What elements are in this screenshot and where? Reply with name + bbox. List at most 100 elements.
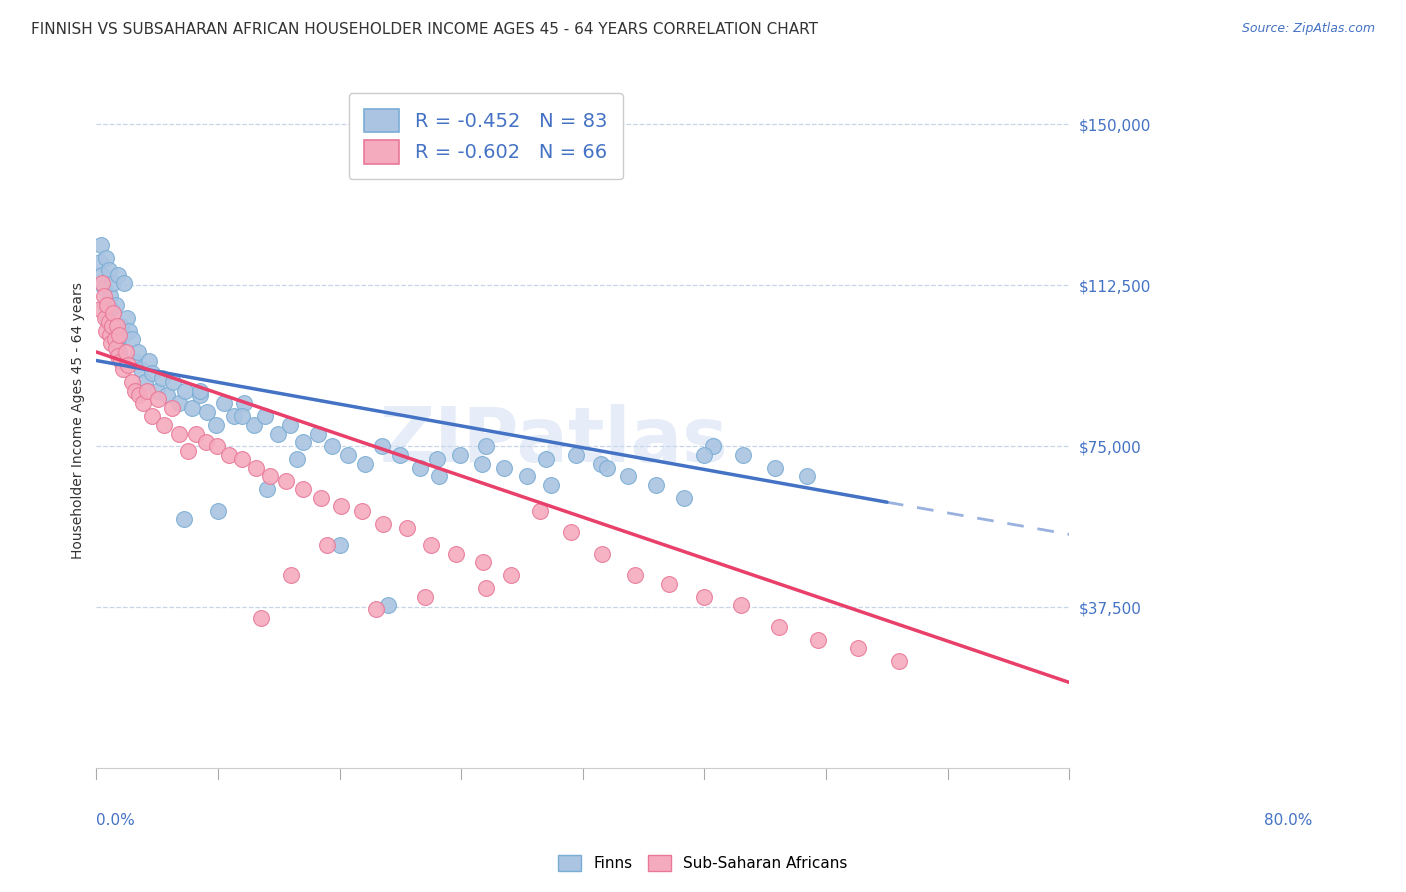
Point bbox=[413, 590, 436, 604]
Point bbox=[540, 478, 562, 492]
Point bbox=[231, 452, 253, 467]
Point bbox=[529, 504, 551, 518]
Point bbox=[389, 448, 412, 462]
Point bbox=[141, 409, 163, 424]
Text: Source: ZipAtlas.com: Source: ZipAtlas.com bbox=[1241, 22, 1375, 36]
Point bbox=[591, 547, 613, 561]
Point bbox=[104, 332, 127, 346]
Point bbox=[150, 370, 173, 384]
Point bbox=[427, 469, 450, 483]
Point bbox=[492, 460, 515, 475]
Point bbox=[94, 310, 117, 325]
Point bbox=[115, 310, 138, 325]
Point bbox=[329, 538, 352, 552]
Point bbox=[94, 298, 117, 312]
Point bbox=[167, 396, 190, 410]
Point bbox=[693, 590, 716, 604]
Point bbox=[121, 332, 143, 346]
Point bbox=[292, 483, 315, 497]
Text: 80.0%: 80.0% bbox=[1264, 814, 1313, 829]
Point bbox=[176, 443, 198, 458]
Point bbox=[112, 277, 135, 291]
Point bbox=[121, 375, 143, 389]
Point bbox=[232, 396, 254, 410]
Point bbox=[243, 417, 266, 432]
Point bbox=[160, 401, 183, 415]
Point bbox=[846, 641, 869, 656]
Point bbox=[98, 289, 121, 303]
Point bbox=[426, 452, 449, 467]
Point bbox=[194, 435, 217, 450]
Point bbox=[280, 568, 302, 582]
Point bbox=[564, 448, 586, 462]
Point bbox=[807, 632, 830, 647]
Point bbox=[617, 469, 640, 483]
Point bbox=[354, 457, 377, 471]
Point bbox=[472, 555, 495, 569]
Legend: Finns, Sub-Saharan Africans: Finns, Sub-Saharan Africans bbox=[553, 849, 853, 877]
Point bbox=[474, 581, 496, 595]
Point bbox=[644, 478, 666, 492]
Point bbox=[153, 417, 176, 432]
Point bbox=[446, 547, 468, 561]
Point bbox=[796, 469, 818, 483]
Point bbox=[730, 598, 752, 612]
Point bbox=[107, 349, 129, 363]
Point bbox=[108, 345, 131, 359]
Point bbox=[419, 538, 441, 552]
Point bbox=[131, 396, 153, 410]
Point bbox=[231, 409, 253, 424]
Point bbox=[173, 512, 195, 526]
Point bbox=[311, 491, 333, 505]
Point bbox=[658, 576, 681, 591]
Point bbox=[337, 448, 360, 462]
Point bbox=[91, 277, 114, 291]
Point bbox=[222, 409, 245, 424]
Point bbox=[195, 405, 218, 419]
Point bbox=[131, 362, 153, 376]
Point bbox=[124, 384, 146, 398]
Point bbox=[110, 319, 132, 334]
Point bbox=[108, 327, 131, 342]
Point bbox=[329, 500, 352, 514]
Point bbox=[596, 460, 619, 475]
Point bbox=[105, 341, 128, 355]
Point bbox=[112, 327, 135, 342]
Point bbox=[207, 504, 229, 518]
Point bbox=[91, 268, 114, 282]
Point bbox=[122, 353, 145, 368]
Point bbox=[96, 310, 118, 325]
Point bbox=[254, 409, 277, 424]
Point bbox=[98, 327, 121, 342]
Point bbox=[278, 417, 301, 432]
Point bbox=[114, 345, 136, 359]
Point bbox=[97, 315, 120, 329]
Point bbox=[89, 301, 111, 316]
Point bbox=[371, 439, 394, 453]
Point bbox=[107, 268, 129, 282]
Point bbox=[104, 332, 127, 346]
Point bbox=[110, 353, 132, 368]
Point bbox=[292, 435, 315, 450]
Point bbox=[560, 525, 582, 540]
Point bbox=[733, 448, 755, 462]
Point bbox=[245, 460, 267, 475]
Point bbox=[104, 341, 127, 355]
Point bbox=[321, 439, 343, 453]
Point bbox=[118, 324, 141, 338]
Point bbox=[94, 324, 117, 338]
Point bbox=[350, 504, 373, 518]
Point bbox=[693, 448, 716, 462]
Point bbox=[188, 384, 211, 398]
Point bbox=[90, 237, 112, 252]
Point bbox=[212, 396, 235, 410]
Point bbox=[474, 439, 496, 453]
Point bbox=[127, 345, 149, 359]
Point bbox=[763, 460, 786, 475]
Y-axis label: Householder Income Ages 45 - 64 years: Householder Income Ages 45 - 64 years bbox=[72, 282, 86, 559]
Point bbox=[377, 598, 399, 612]
Point bbox=[591, 457, 613, 471]
Point bbox=[218, 448, 240, 462]
Point bbox=[501, 568, 523, 582]
Point bbox=[146, 384, 169, 398]
